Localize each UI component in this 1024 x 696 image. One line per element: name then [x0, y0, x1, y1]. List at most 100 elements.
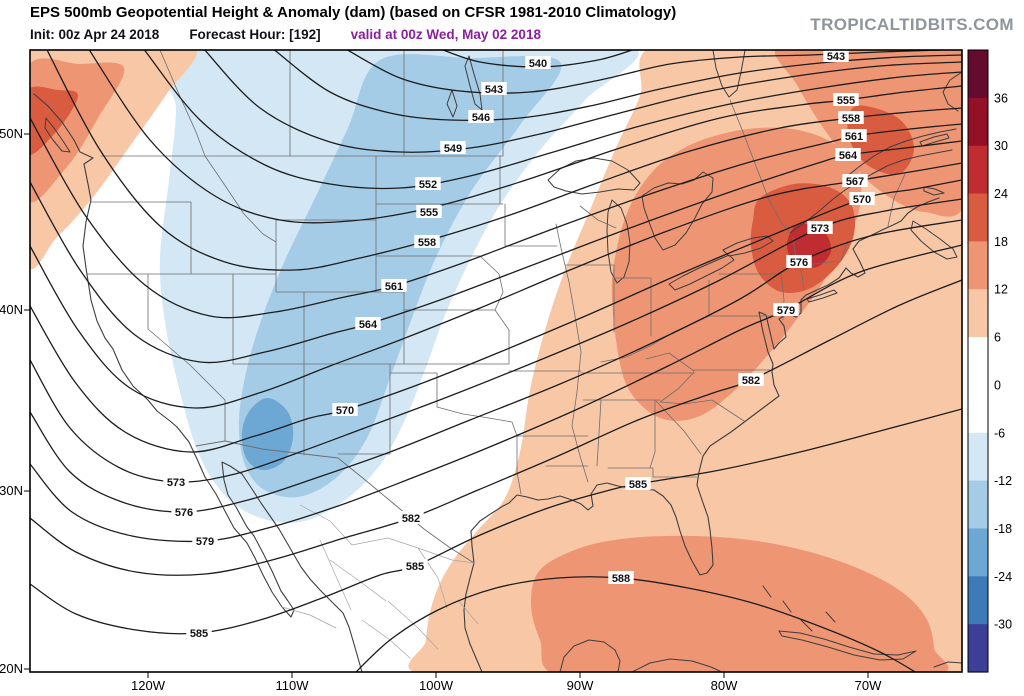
- contour-label: 546: [472, 112, 490, 124]
- colorbar-segment: [968, 528, 988, 577]
- x-axis-tick-label: 70W: [855, 678, 882, 693]
- contour-label-box: [773, 303, 799, 316]
- canada-province-borders: [159, 50, 906, 234]
- coastline-gulf-atlantic: [463, 197, 940, 672]
- colorbar-segment: [968, 576, 988, 625]
- x-axis-tick-label: 80W: [711, 678, 738, 693]
- contour-label: 552: [419, 179, 437, 191]
- chart-title: EPS 500mb Geopotential Height & Anomaly …: [30, 4, 677, 21]
- contour-label: 543: [485, 84, 503, 96]
- contour-label: 582: [402, 513, 420, 525]
- contour-label: 543: [827, 51, 845, 63]
- contour-label-box: [414, 235, 440, 248]
- colorbar-segment: [968, 50, 988, 99]
- mexico-state-borders: [281, 504, 479, 659]
- contour-label: 540: [529, 58, 547, 70]
- contour-558: [46, 50, 962, 271]
- colorbar-segment: [968, 480, 988, 530]
- contour-label-box: [823, 49, 849, 62]
- contour-label-box: [849, 192, 875, 205]
- colorbar-tick-label: -6: [994, 426, 1005, 440]
- contour-label-box: [332, 403, 358, 416]
- colorbar-tick-label: -18: [994, 522, 1012, 536]
- map-frame: [29, 49, 963, 673]
- contour-label-box: [381, 279, 407, 292]
- contour-label: 555: [837, 95, 855, 107]
- contour-label: 570: [336, 405, 354, 417]
- contour-label-box: [468, 110, 494, 123]
- anomaly-region: [30, 86, 79, 156]
- contour-561: [30, 117, 962, 319]
- northeast-islands: [806, 71, 962, 303]
- contour-582: [30, 279, 962, 576]
- contour-label: 561: [385, 281, 403, 293]
- colorbar: 36 30 24 18 12 6 0 -6 -12 -18 -24 -30: [967, 49, 1012, 673]
- contour-label-box: [163, 475, 189, 488]
- y-axis-tick-label: 20N: [0, 661, 23, 676]
- colorbar-tick-label: -12: [994, 474, 1012, 488]
- x-axis-tick-label: 100W: [419, 678, 454, 693]
- x-axis-tick-label: 110W: [276, 678, 310, 693]
- y-axis-tick-label: 50N: [0, 126, 23, 141]
- contour-label: 576: [175, 507, 193, 519]
- contour-label: 573: [167, 477, 185, 489]
- axes: 120W 110W 100W 90W 80W 70W 50N 40N 30N 20N: [0, 126, 882, 693]
- colorbar-segment: [968, 289, 988, 338]
- chart-subtitle: Init: 00z Apr 24 2018 Forecast Hour: [192…: [30, 27, 541, 42]
- y-axis-tick-label: 40N: [0, 302, 23, 317]
- contour-label-box: [402, 559, 428, 572]
- contour-label-box: [841, 129, 867, 142]
- caribbean-coasts: [559, 585, 962, 672]
- contour-label-box: [355, 317, 381, 330]
- contour-585: [30, 408, 962, 635]
- contour-label-box: [416, 205, 442, 218]
- contour-label: 558: [418, 237, 436, 249]
- colorbar-segment: [968, 432, 988, 482]
- contour-label-box: [738, 373, 764, 386]
- contour-label-box: [833, 93, 859, 106]
- contour-label-box: [842, 174, 868, 187]
- contour-label-box: [186, 626, 212, 639]
- contour-label-box: [525, 56, 551, 69]
- site-logo: TROPICALTIDBITS.COM: [810, 15, 1014, 34]
- colorbar-tick-label: 6: [994, 331, 1001, 345]
- colorbar-tick-label: 18: [994, 235, 1008, 249]
- contour-564: [30, 140, 962, 364]
- colorbar-segment: [968, 145, 988, 195]
- contour-label: 585: [629, 479, 647, 491]
- colorbar-outline: [967, 49, 989, 673]
- contour-label: 588: [612, 573, 630, 585]
- contour-label: 549: [444, 143, 462, 155]
- colorbar-segment: [968, 241, 988, 290]
- contour-label: 585: [406, 561, 424, 573]
- contour-label-box: [398, 511, 424, 524]
- colorbar-tick-label: 30: [994, 139, 1008, 153]
- contour-label: 567: [846, 176, 864, 188]
- colorbar-tick-label: 36: [994, 91, 1008, 105]
- james-bay-and-lakes: [446, 50, 746, 118]
- contour-label: 579: [777, 305, 795, 317]
- colorbar-tick-label: 24: [994, 187, 1008, 201]
- vancouver-island: [44, 117, 71, 153]
- anomaly-region: [241, 397, 294, 471]
- colorbar-tick-label: -30: [994, 618, 1012, 632]
- contour-567: [30, 162, 962, 409]
- anomaly-region: [238, 54, 562, 498]
- y-axis-tick-label: 30N: [0, 483, 23, 498]
- forecast-hour: Forecast Hour: [192]: [189, 27, 321, 42]
- contour-label: 582: [742, 375, 760, 387]
- contour-label: 561: [845, 131, 863, 143]
- contour-label-box: [786, 255, 812, 268]
- contour-label: 585: [190, 628, 208, 640]
- contour-label: 564: [839, 150, 858, 162]
- contour-label-box: [415, 177, 441, 190]
- anomaly-region: [847, 105, 915, 175]
- colorbar-segment: [968, 384, 988, 434]
- contour-549: [203, 50, 962, 153]
- colorbar-segment: [968, 193, 988, 242]
- great-lakes: [547, 157, 774, 291]
- init-time: Init: 00z Apr 24 2018: [30, 27, 160, 42]
- contour-label: 579: [196, 536, 214, 548]
- x-axis-tick-label: 120W: [131, 678, 166, 693]
